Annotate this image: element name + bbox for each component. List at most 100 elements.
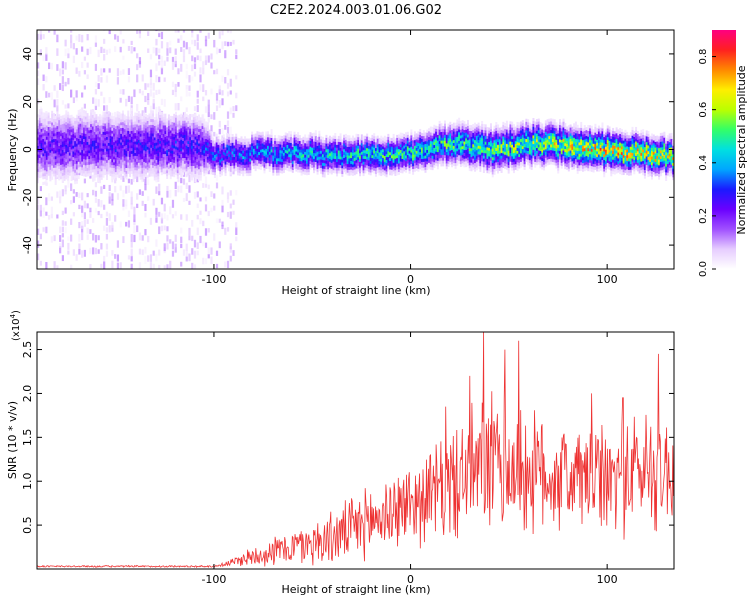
- spectrogram-cell: [431, 141, 434, 145]
- spectrogram-cell: [63, 146, 66, 150]
- spectrogram-cell: [139, 165, 142, 169]
- spectrogram-cell: [258, 154, 261, 158]
- spectrogram-cell: [394, 141, 397, 145]
- spectrogram-cell: [164, 130, 167, 135]
- spectrogram-cell: [419, 143, 422, 147]
- spectrogram-cell: [173, 153, 176, 158]
- spectrogram-cell: [143, 141, 146, 145]
- spectrogram-cell: [438, 132, 441, 136]
- spectrogram-cell: [53, 261, 56, 269]
- spectrogram-cell: [93, 143, 96, 147]
- spectrogram-cell: [171, 159, 174, 163]
- spectrogram-cell: [68, 169, 71, 173]
- spectrogram-cell: [56, 64, 59, 71]
- spectrogram-cell: [106, 128, 109, 132]
- spectrogram-cell: [180, 177, 183, 184]
- spectrogram-cell: [213, 143, 216, 147]
- spectrogram-cell: [252, 142, 255, 146]
- spectrogram-cell: [77, 164, 80, 168]
- spectrogram-cell: [100, 128, 103, 132]
- spectrogram-cell: [121, 147, 124, 151]
- spectrogram-cell: [355, 145, 358, 149]
- spectrogram-cell: [182, 114, 185, 118]
- spectrogram-cell: [136, 173, 139, 177]
- spectrogram-cell: [198, 166, 201, 170]
- spectrogram-cell: [56, 117, 59, 121]
- spectrogram-cell: [180, 171, 183, 175]
- spectrogram-cell: [196, 135, 199, 140]
- spectrogram-cell: [272, 158, 275, 162]
- spectrogram-cell: [113, 144, 116, 148]
- spectrogram-cell: [279, 161, 282, 165]
- spectrogram-cell: [58, 142, 61, 146]
- spectrogram-cell: [189, 116, 192, 120]
- spectrogram-cell: [360, 137, 363, 141]
- spectrogram-cell: [198, 154, 201, 158]
- spectrogram-cell: [84, 127, 87, 131]
- spectrogram-cell: [144, 176, 147, 185]
- spectrogram-cell: [86, 130, 89, 134]
- spectrogram-cell: [380, 150, 383, 154]
- spectrogram-cell: [56, 214, 59, 219]
- spectrogram-cell: [344, 145, 347, 149]
- spectrogram-cell: [72, 176, 75, 181]
- spectrogram-cell: [107, 171, 110, 175]
- spectrogram-cell: [191, 30, 194, 33]
- spectrogram-cell: [435, 145, 438, 149]
- spectrogram-cell: [406, 151, 409, 155]
- spectrogram-cell: [403, 145, 406, 149]
- spectrogram-cell: [136, 121, 139, 125]
- spectrogram-cell: [90, 112, 93, 116]
- spectrogram-cell: [86, 159, 89, 163]
- spectrogram-cell: [222, 151, 225, 155]
- spectrogram-cell: [125, 119, 128, 123]
- spectrogram-cell: [95, 154, 98, 158]
- spectrogram-cell: [113, 130, 116, 134]
- spectrogram-cell: [63, 120, 66, 124]
- spectrogram-cell: [158, 54, 161, 60]
- spectrogram-cell: [314, 130, 317, 134]
- spectrogram-cell: [120, 156, 123, 160]
- spectrogram-cell: [166, 132, 169, 136]
- spectrogram-cell: [198, 174, 201, 178]
- spectrogram-cell: [52, 136, 55, 140]
- spectrogram-cell: [158, 211, 161, 217]
- spectrogram-cell: [360, 140, 363, 144]
- spectrogram-cell: [139, 127, 142, 131]
- spectrogram-cell: [64, 81, 67, 87]
- spectrogram-cell: [247, 164, 250, 168]
- spectrogram-cell: [58, 117, 61, 121]
- spectrogram-cell: [221, 75, 224, 82]
- spectrogram-cell: [136, 158, 139, 162]
- spectrogram-cell: [155, 106, 158, 115]
- spectrogram-cell: [346, 163, 349, 167]
- spectrogram-cell: [90, 115, 93, 119]
- spectrogram-cell: [68, 126, 71, 130]
- spectrogram-cell: [279, 164, 282, 168]
- spectrogram-cell: [155, 156, 158, 160]
- spectrogram-cell: [143, 112, 146, 117]
- spectrogram-cell: [125, 204, 128, 210]
- spectrogram-cell: [123, 146, 126, 150]
- spectrogram-cell: [152, 118, 155, 123]
- spectrogram-cell: [176, 147, 179, 151]
- spectrogram-cell: [182, 149, 185, 153]
- spectrogram-cell: [213, 140, 216, 144]
- spectrogram-cell: [226, 260, 230, 269]
- spectrogram-cell: [91, 152, 94, 156]
- spectrogram-cell: [424, 166, 427, 170]
- spectrogram-cell: [447, 163, 450, 167]
- spectrogram-cell: [49, 175, 52, 179]
- spectrogram-cell: [160, 140, 163, 144]
- spectrogram-cell: [288, 154, 291, 158]
- spectrogram-cell: [267, 157, 270, 161]
- spectrogram-cell: [58, 145, 61, 149]
- spectrogram-cell: [68, 141, 71, 145]
- spectrogram-cell: [83, 156, 86, 160]
- spectrogram-cell: [351, 155, 354, 159]
- spectrogram-cell: [405, 143, 408, 147]
- spectrogram-cell: [240, 144, 243, 149]
- spectrogram-cell: [226, 135, 229, 139]
- spectrogram-cell: [456, 145, 459, 149]
- spectrogram-cell: [360, 165, 363, 170]
